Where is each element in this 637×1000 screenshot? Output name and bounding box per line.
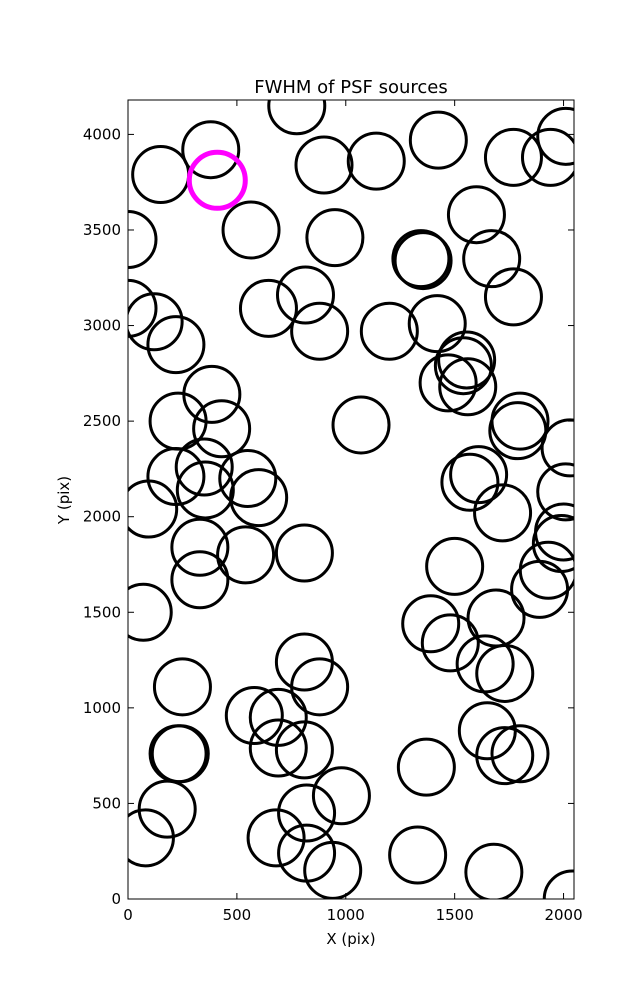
source-marker xyxy=(393,231,453,291)
source-marker xyxy=(221,200,281,260)
source-marker xyxy=(238,278,298,338)
source-marker xyxy=(246,808,306,868)
source-marker xyxy=(438,357,498,417)
source-marker xyxy=(331,395,391,455)
source-marker xyxy=(488,401,548,461)
source-marker xyxy=(290,657,350,717)
source-marker xyxy=(407,294,467,354)
source-marker xyxy=(449,445,509,505)
source-marker xyxy=(128,582,173,642)
source-marker xyxy=(229,468,289,528)
x-tick-label: 2000 xyxy=(544,906,582,924)
source-marker xyxy=(396,737,456,797)
y-tick-label: 500 xyxy=(92,794,121,812)
source-marker xyxy=(510,559,570,619)
source-marker xyxy=(294,135,354,195)
source-marker xyxy=(490,724,550,784)
source-marker xyxy=(128,292,184,352)
source-marker xyxy=(146,315,206,375)
source-marker xyxy=(446,185,506,245)
source-marker xyxy=(464,842,524,899)
source-marker xyxy=(483,267,543,327)
x-tick-label: 1500 xyxy=(436,906,474,924)
source-marker xyxy=(182,364,242,424)
source-marker xyxy=(425,536,485,596)
y-tick-label: 4000 xyxy=(83,125,121,143)
source-marker xyxy=(170,550,230,610)
source-marker xyxy=(274,720,334,780)
source-marker xyxy=(277,823,337,883)
source-marker xyxy=(277,783,337,843)
source-marker xyxy=(475,726,535,786)
source-marker xyxy=(540,418,574,478)
y-tick-label: 3500 xyxy=(83,221,121,239)
source-marker xyxy=(192,399,252,459)
y-tick-label: 0 xyxy=(111,890,121,908)
axis-ticks: 0 500 1000 1500 2000 0 500 1000 1500 2000 2500 3000… xyxy=(83,100,583,924)
source-marker xyxy=(218,448,278,508)
y-tick-label: 3000 xyxy=(83,317,121,335)
marker-layer xyxy=(128,100,574,899)
source-marker xyxy=(248,718,308,778)
source-marker xyxy=(388,825,448,885)
source-marker xyxy=(437,330,497,390)
source-marker xyxy=(174,437,234,497)
source-marker xyxy=(475,643,535,703)
source-marker xyxy=(248,687,308,747)
source-marker xyxy=(346,131,406,191)
source-marker xyxy=(520,127,574,187)
source-marker xyxy=(536,462,574,522)
source-marker xyxy=(216,525,276,585)
source-marker xyxy=(152,657,212,717)
source-marker xyxy=(148,724,208,784)
x-axis-label: X (pix) xyxy=(326,930,375,948)
source-marker xyxy=(457,701,517,761)
source-marker xyxy=(391,229,451,289)
y-tick-label: 1000 xyxy=(83,699,121,717)
source-marker xyxy=(418,353,478,413)
highlighted-source-marker xyxy=(186,149,248,211)
source-marker xyxy=(175,460,235,520)
source-marker xyxy=(542,869,574,899)
x-tick-label: 0 xyxy=(123,906,133,924)
source-marker xyxy=(483,127,543,187)
chart-title: FWHM of PSF sources xyxy=(254,77,448,98)
source-marker xyxy=(128,210,158,270)
source-marker xyxy=(128,479,179,539)
y-tick-label: 1500 xyxy=(83,603,121,621)
source-marker xyxy=(275,265,335,325)
source-marker xyxy=(181,120,241,180)
source-marker xyxy=(274,523,334,583)
source-marker xyxy=(473,483,533,543)
y-tick-label: 2000 xyxy=(83,508,121,526)
x-tick-label: 1000 xyxy=(327,906,365,924)
source-marker xyxy=(170,517,230,577)
source-marker xyxy=(146,447,206,507)
source-marker xyxy=(128,278,158,338)
source-marker xyxy=(536,106,574,166)
source-marker xyxy=(420,613,480,673)
y-axis-label: Y (pix) xyxy=(55,476,73,525)
source-marker xyxy=(311,766,371,826)
source-marker xyxy=(303,840,363,899)
y-tick-label: 2500 xyxy=(83,412,121,430)
source-marker xyxy=(224,685,284,745)
source-marker xyxy=(305,208,365,268)
source-marker xyxy=(290,301,350,361)
source-marker xyxy=(359,301,419,361)
source-marker xyxy=(401,594,461,654)
source-marker xyxy=(408,110,468,170)
source-marker xyxy=(462,229,522,289)
source-marker xyxy=(440,452,500,512)
source-marker xyxy=(267,100,327,136)
source-marker xyxy=(433,336,493,396)
source-marker xyxy=(534,502,574,562)
source-marker xyxy=(128,808,175,868)
x-tick-label: 500 xyxy=(223,906,252,924)
plot-frame xyxy=(127,99,575,900)
source-marker xyxy=(131,145,191,205)
